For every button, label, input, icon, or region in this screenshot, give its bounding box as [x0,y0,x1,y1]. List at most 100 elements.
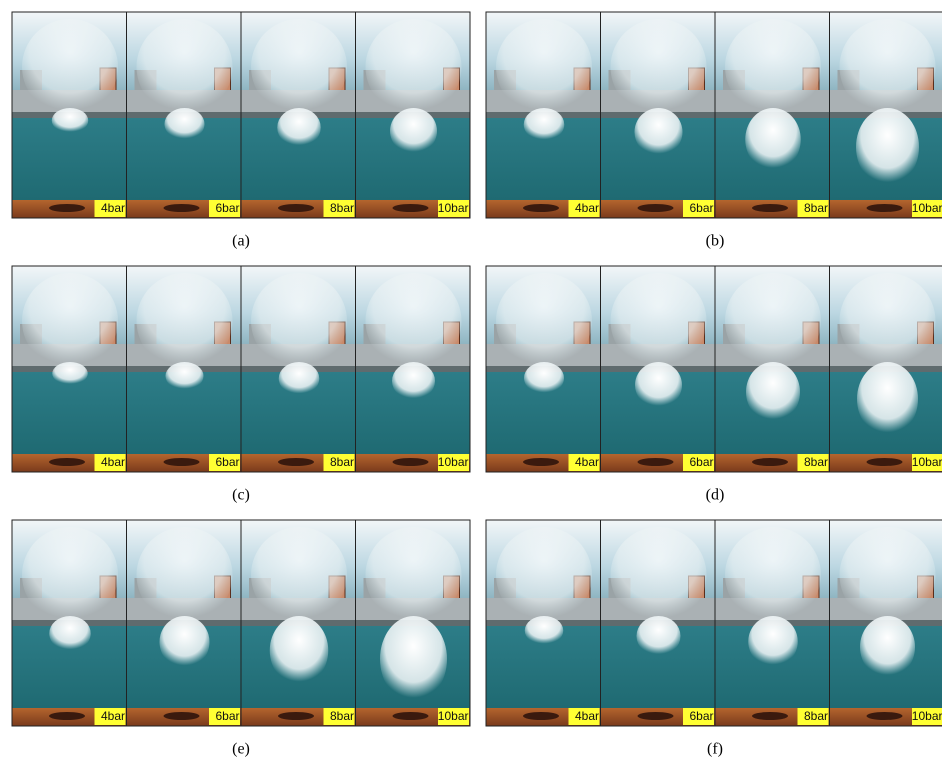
pressure-label: 6bar [689,201,713,215]
upper-plume [725,527,821,623]
pressure-label: 10bar [912,455,942,469]
upper-plume [840,527,936,623]
upper-plume [611,273,707,369]
pressure-label: 6bar [689,455,713,469]
bubble-plume [525,616,564,645]
upper-plume [725,273,821,369]
figure: 4bar6bar8bar10bar(a)4bar6bar8bar10bar(b)… [0,0,942,764]
photo-frame: 8bar [715,266,830,472]
panel-caption: (e) [232,741,250,758]
bubble-plume [748,616,798,667]
crater [752,204,788,212]
panel: 4bar 6bar 8bar 10bar (e) [12,520,470,758]
photo-frame: 8bar [241,520,356,726]
bubble-plume [635,108,683,156]
upper-plume [137,19,233,115]
upper-plume [251,527,347,623]
pressure-label: 6bar [215,709,239,723]
photo-frame: 4bar [12,266,127,472]
bubble-plume [392,362,435,400]
upper-plume [496,273,592,369]
crater [393,204,429,212]
pressure-label: 4bar [101,455,125,469]
bubble-plume [160,616,210,668]
bubble-plume [165,108,205,140]
crater [523,204,559,212]
pressure-label: 8bar [804,455,828,469]
panel-caption: (d) [706,487,725,504]
upper-plume [725,19,821,115]
upper-plume [251,19,347,115]
bubble-plume [52,362,88,385]
bubble-plume [524,108,565,141]
upper-plume [611,19,707,115]
bubble-plume [860,616,915,678]
pressure-label: 4bar [101,709,125,723]
pressure-label: 8bar [330,201,354,215]
upper-plume [496,527,592,623]
pressure-label: 8bar [330,709,354,723]
bubble-plume [745,108,801,171]
photo-frame: 10bar [356,266,471,472]
pressure-label: 10bar [912,709,942,723]
photo-frame: 8bar [241,12,356,218]
photo-frame: 10bar [830,12,942,218]
upper-plume [840,19,936,115]
bubble-plume [635,362,682,408]
pressure-label: 4bar [575,709,599,723]
photo-frame: 8bar [241,266,356,472]
pressure-label: 10bar [438,709,469,723]
photo-frame: 4bar [12,520,127,726]
upper-plume [496,19,592,115]
upper-plume [840,273,936,369]
crater [49,712,85,720]
upper-plume [366,273,462,369]
pressure-label: 4bar [575,201,599,215]
photo-frame: 8bar [715,520,830,726]
crater [164,458,200,466]
photo-frame: 10bar [356,12,471,218]
photo-frame: 6bar [127,520,242,726]
crater [49,204,85,212]
crater [278,458,314,466]
pressure-label: 8bar [330,455,354,469]
panel-caption: (c) [232,487,250,504]
pressure-label: 10bar [438,201,469,215]
photo-frame: 10bar [830,520,942,726]
pressure-label: 4bar [101,201,125,215]
crater [867,204,903,212]
crater [164,204,200,212]
upper-plume [366,527,462,623]
panel-caption: (a) [232,233,250,250]
panel: 4bar 6bar 8bar 10bar (d) [486,266,942,504]
upper-plume [22,273,118,369]
crater [278,712,314,720]
photo-frame: 4bar [486,12,601,218]
crater [523,458,559,466]
crater [752,458,788,466]
upper-plume [22,527,118,623]
photo-frame: 6bar [601,266,716,472]
pressure-label: 10bar [438,455,469,469]
bubble-plume [277,108,321,147]
bubble-plume [52,108,89,133]
bubble-plume [279,362,320,395]
photo-frame: 6bar [127,12,242,218]
crater [638,204,674,212]
bubble-plume [856,108,919,186]
photo-frame: 6bar [601,12,716,218]
bubble-plume [857,362,918,436]
crater [278,204,314,212]
crater [867,712,903,720]
photo-frame: 4bar [486,520,601,726]
bubble-plume [380,616,447,702]
pressure-label: 8bar [804,709,828,723]
photo-frame: 4bar [486,266,601,472]
crater [523,712,559,720]
pressure-label: 10bar [912,201,942,215]
photo-frame: 6bar [127,266,242,472]
crater [393,712,429,720]
